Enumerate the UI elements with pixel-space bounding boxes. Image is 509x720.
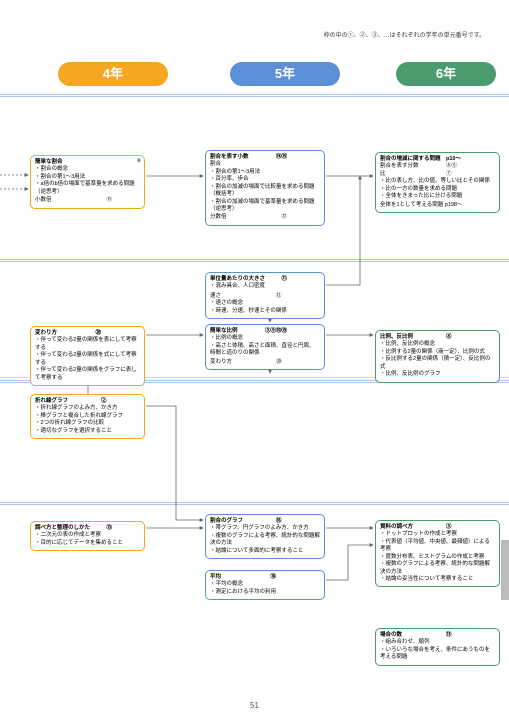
box-b4c: 折れ線グラフ ②折れ線グラフのよみ方、かき方棒グラフと複合した折れ線グラフ2つの… [30,394,145,439]
box-b4d: 調べ方と整理のしかた ⑬二次元の表の作成と考察目的に応じてデータを集めること [30,521,145,551]
box-b4b: 変わり方 ⑳伴って変わる2量の関係を表にして考察する伴って変わる2量の関係を式に… [30,326,145,386]
grade-5-pill: 5年 [230,62,340,86]
box-b5e: 平均 ⑩平均の概念測定における平均の利用 [205,570,325,600]
box-b6a: 割合の増減に関する問題 p10～割合を表す分数 ④⑤比 ⑦比の表し方、比の値、等… [375,152,500,213]
box-b4a: 簡単な割合⑧割合の概念割合の第1～3用法a倍のb倍の場面で基準量を求める問題（逆… [30,155,145,209]
grade-4-pill: 4年 [58,62,168,86]
box-b6c: 資料の調べ方 ③ドットプロットの作成と考察代表値（平均値、中央値、最頻値）による… [375,520,500,587]
top-note: 枠の中の①、②、③、…はそれぞれの学年の単元番号です。 [324,30,485,39]
page-number: 51 [0,701,509,710]
box-b5a: 割合を表す小数 ⑭⑮割合割合の第1～3用法百分率、歩合割合の加減の場面で比較量を… [205,150,325,226]
grade-bar: 4年 5年 6年 [0,62,509,90]
box-b5c: 簡単な比例 ③⑨⑩⑲比例の概念高さと体積、高さと面積、直径と円周、時間と道のりの… [205,324,325,370]
grade-6-pill: 6年 [396,62,496,86]
page-canvas: 枠の中の①、②、③、…はそれぞれの学年の単元番号です。 4年 5年 6年 簡単な… [0,0,509,720]
box-b6b: 比例、反比例 ⑧比例、反比例の概念比例する2量の関係（商一定）、比例の式反比例す… [375,330,500,383]
box-b5b: 単位量あたりの大きさ ⑪混み具合、人口密度速さ ⑫速さの概念時速、分速、秒速とそ… [205,272,325,319]
box-b5d: 割合のグラフ ⑯帯グラフ、円グラフのよみ方、かき方複数のグラフによる考察、統計的… [205,514,325,559]
side-tab [501,540,509,600]
box-b6d: 場合の数 ⑬組み合わせ、順列いろいろな場合を考え、条件にあうものを考える問題 [375,628,500,666]
